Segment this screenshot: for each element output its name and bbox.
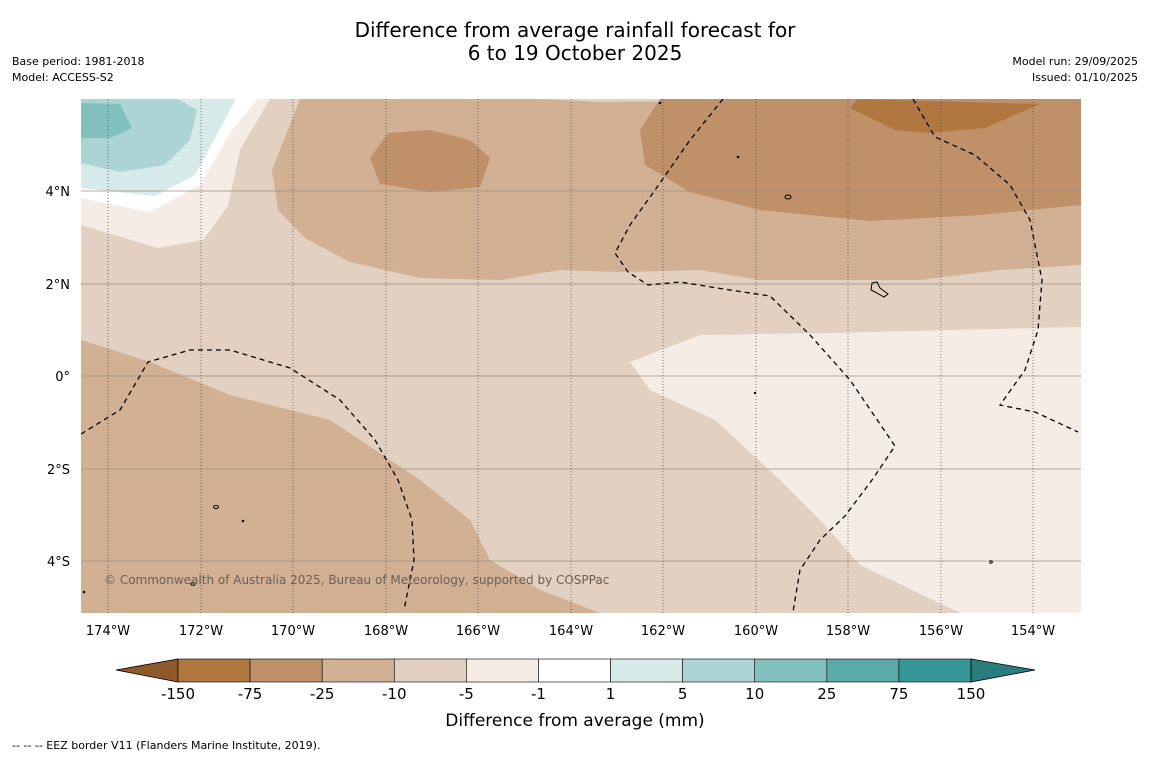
island-outline [870,281,889,298]
colorbar-segment [610,658,683,683]
meta-right: Model run: 29/09/2025 Issued: 01/10/2025 [1012,54,1138,86]
colorbar-labels: -150 -75 -25 -10 -5 -1 1 5 10 25 75 150 [161,685,985,703]
issued-date: Issued: 01/10/2025 [1031,71,1138,84]
colorbar-under-arrow [115,658,179,683]
anomaly-region-dry-moderate-northeast [640,99,1081,221]
island-outline [736,155,740,159]
lon-tick-label: 168°W [364,624,408,639]
island-outline [190,582,196,586]
model-name: Model: ACCESS-S2 [12,71,114,84]
lon-tick-label: 162°W [641,624,685,639]
colorbar-tick-label: -150 [161,685,195,703]
island-outline [658,101,662,105]
lon-tick-label: 164°W [549,624,593,639]
colorbar-segment [321,658,395,683]
lon-tick-label: 160°W [734,624,778,639]
lon-tick-label: 170°W [271,624,315,639]
colorbar-tick-label: -1 [531,685,546,703]
lon-tick-label: 154°W [1011,624,1055,639]
islands [82,101,993,594]
map-panel: © Commonwealth of Australia 2025, Bureau… [81,99,1081,613]
lat-tick-label: 2°N [46,278,71,293]
colorbar-title: Difference from average (mm) [445,711,704,731]
colorbar-segment [538,658,611,683]
lon-tick-label: 158°W [826,624,870,639]
eez-borders [81,99,1079,613]
colorbar-over-arrow [970,658,1036,683]
colorbar-tick-label: 1 [606,685,616,703]
island-outline [213,505,219,509]
colorbar-tick-label: -10 [382,685,407,703]
longitude-axis-labels: 174°W 172°W 170°W 168°W 166°W 164°W 162°… [86,624,1055,639]
copyright-notice: © Commonwealth of Australia 2025, Bureau… [104,573,609,587]
lon-tick-label: 174°W [86,624,130,639]
latitude-axis-labels: 4°N 2°N 0° 2°S 4°S [46,185,71,570]
title-line-1: Difference from average rainfall forecas… [354,18,796,42]
colorbar-tick-label: -5 [459,685,474,703]
island-outline [753,391,757,395]
colorbar-tick-label: 75 [889,685,908,703]
anomaly-region-dry-light-southwest [81,340,600,613]
lon-tick-label: 156°W [919,624,963,639]
island-outline [241,519,245,523]
colorbar-segments [177,658,972,683]
colorbar-segment [754,658,828,683]
figure-title: Difference from average rainfall forecas… [0,19,1150,65]
island-outline [784,194,792,200]
title-line-2: 6 to 19 October 2025 [467,41,683,65]
colorbar-tick-label: 10 [745,685,764,703]
colorbar-tick-label: -25 [310,685,335,703]
eez-footnote: -- -- -- EEZ border V11 (Flanders Marine… [12,739,321,752]
colorbar-tick-label: 150 [957,685,986,703]
anomaly-region-dry-strong [850,99,1040,133]
lat-tick-label: 2°S [47,463,70,478]
lon-tick-label: 172°W [179,624,223,639]
latitude-gridlines [81,190,1081,562]
colorbar-segment [682,658,756,683]
base-period: Base period: 1981-2018 [12,55,145,68]
island-outline [989,560,993,564]
meta-left: Base period: 1981-2018 Model: ACCESS-S2 [12,54,144,86]
colorbar-tick-label: 25 [817,685,836,703]
lat-tick-label: 0° [55,370,70,385]
anomaly-region-wet-moderate [81,103,132,138]
model-run: Model run: 29/09/2025 [1012,55,1138,68]
lat-tick-label: 4°S [47,555,70,570]
lat-tick-label: 4°N [46,185,71,200]
colorbar-segment [466,658,539,683]
colorbar-segment [249,658,323,683]
colorbar-segment [393,658,467,683]
colorbar: -150 -75 -25 -10 -5 -1 1 5 10 25 75 150 Difference … [115,658,1036,731]
island-outline [82,590,86,594]
colorbar-segment [826,658,900,683]
anomaly-region-dry-minimal-southeast [630,327,1081,613]
lon-tick-label: 166°W [456,624,500,639]
colorbar-tick-label: -75 [238,685,263,703]
colorbar-tick-label: 5 [678,685,688,703]
colorbar-segment [898,658,972,683]
anomaly-region-dry-moderate-central [370,130,490,192]
colorbar-segment [177,658,251,683]
